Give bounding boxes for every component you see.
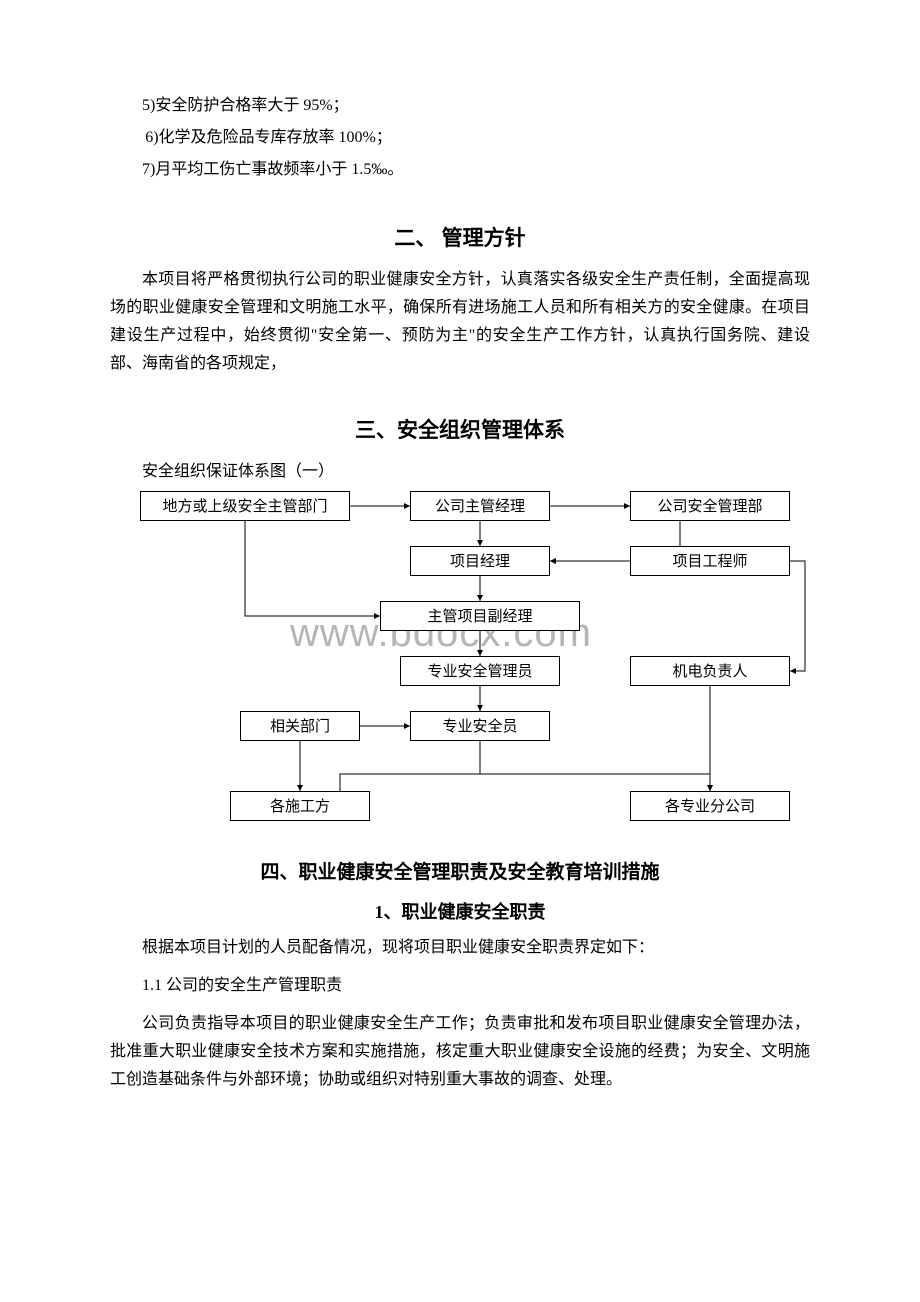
flow-node-safety: 公司安全管理部 [630,491,790,521]
section-2-title: 二、 管理方针 [110,222,810,252]
list-item-7: 7)月平均工伤亡事故频率小于 1.5‰。 [110,154,810,186]
flow-node-ssafe: 专业安全员 [410,711,550,741]
document-page: 5)安全防护合格率大于 95%； 6)化学及危险品专库存放率 100%； 7)月… [0,0,920,1302]
list-item-6-text: 6)化学及危险品专库存放率 100%； [145,129,392,146]
section-4-para-2: 1.1 公司的安全生产管理职责 [110,972,810,1000]
flow-node-sub: 各专业分公司 [630,791,790,821]
list-item-7-text: 7)月平均工伤亡事故频率小于 1.5‰。 [142,161,403,178]
flow-node-dept: 相关部门 [240,711,360,741]
flowchart-caption: 安全组织保证体系图（一） [110,458,810,487]
flow-node-local: 地方或上级安全主管部门 [140,491,350,521]
list-item-5-text: 5)安全防护合格率大于 95%； [142,97,349,114]
section-4-para-3: 公司负责指导本项目的职业健康安全生产工作；负责审批和发布项目职业健康安全管理办法… [110,1010,810,1094]
section-3-title: 三、安全组织管理体系 [110,414,810,444]
section-4-para-1: 根据本项目计划的人员配备情况，现将项目职业健康安全职责界定如下： [110,934,810,962]
section-2-para-1: 本项目将严格贯彻执行公司的职业健康安全方针，认真落实各级安全生产责任制，全面提高… [110,266,810,378]
flow-node-cmgr: 公司主管经理 [410,491,550,521]
flow-node-pmgr: 项目经理 [410,546,550,576]
section-4-title: 四、职业健康安全管理职责及安全教育培训措施 [110,857,810,884]
flow-node-ssm: 专业安全管理员 [400,656,560,686]
flow-node-contr: 各施工方 [230,791,370,821]
org-flowchart: www.bdocx.com 地方或上级安全主管部门公司主管经理公司安全管理部项目… [110,491,810,821]
list-item-5: 5)安全防护合格率大于 95%； [110,90,810,122]
flow-node-deputy: 主管项目副经理 [380,601,580,631]
flow-node-mech: 机电负责人 [630,656,790,686]
section-4-sub1-title: 1、职业健康安全职责 [110,898,810,924]
flow-node-peng: 项目工程师 [630,546,790,576]
list-item-6: 6)化学及危险品专库存放率 100%； [110,122,810,154]
